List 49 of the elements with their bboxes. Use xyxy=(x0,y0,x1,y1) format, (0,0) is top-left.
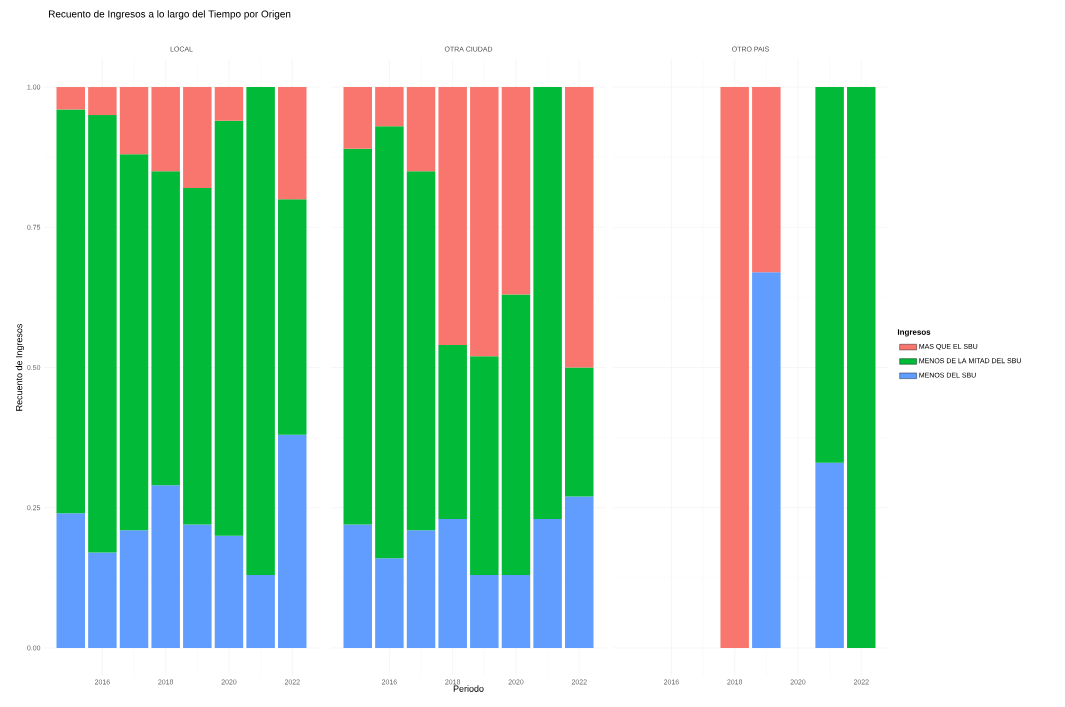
bar xyxy=(565,367,594,497)
bar xyxy=(438,87,467,346)
bar xyxy=(343,87,372,149)
bar xyxy=(214,120,244,536)
bar xyxy=(375,126,404,559)
bar xyxy=(183,524,212,648)
bar xyxy=(501,87,531,295)
bar xyxy=(470,356,499,576)
bar xyxy=(375,558,404,648)
bar xyxy=(56,109,85,514)
bar xyxy=(470,87,499,357)
bar xyxy=(214,535,244,648)
bar xyxy=(406,171,436,531)
bar xyxy=(470,575,499,648)
bar xyxy=(88,87,117,116)
bar xyxy=(119,87,149,155)
bar xyxy=(183,188,212,525)
bar xyxy=(56,513,85,648)
bar xyxy=(183,87,212,188)
bar xyxy=(343,148,372,525)
bar xyxy=(406,530,436,648)
bar xyxy=(119,530,149,648)
y-axis-title: Recuento de Ingresos xyxy=(15,323,25,411)
bar xyxy=(501,575,531,648)
bar xyxy=(438,345,467,519)
bar xyxy=(406,87,436,172)
bar xyxy=(246,575,275,648)
bar xyxy=(501,294,531,576)
bar xyxy=(438,518,467,648)
bar xyxy=(533,518,562,648)
bar xyxy=(151,87,180,172)
bar xyxy=(246,87,275,576)
bar xyxy=(278,87,307,200)
bar xyxy=(56,87,85,110)
bar xyxy=(565,87,594,368)
bar xyxy=(151,485,180,648)
x-axis-title: Periodo xyxy=(453,685,484,692)
bar xyxy=(88,115,117,553)
bar xyxy=(375,87,404,127)
bar xyxy=(214,87,244,121)
bar xyxy=(278,199,307,435)
bar xyxy=(278,434,307,648)
text: Recuento de Ingresos a lo largo del Tiempo por Origen xyxy=(49,10,291,20)
bar xyxy=(343,524,372,648)
bar xyxy=(533,87,562,519)
bar xyxy=(565,496,594,648)
bar xyxy=(119,154,149,531)
bar xyxy=(151,171,180,486)
bar xyxy=(88,552,117,648)
